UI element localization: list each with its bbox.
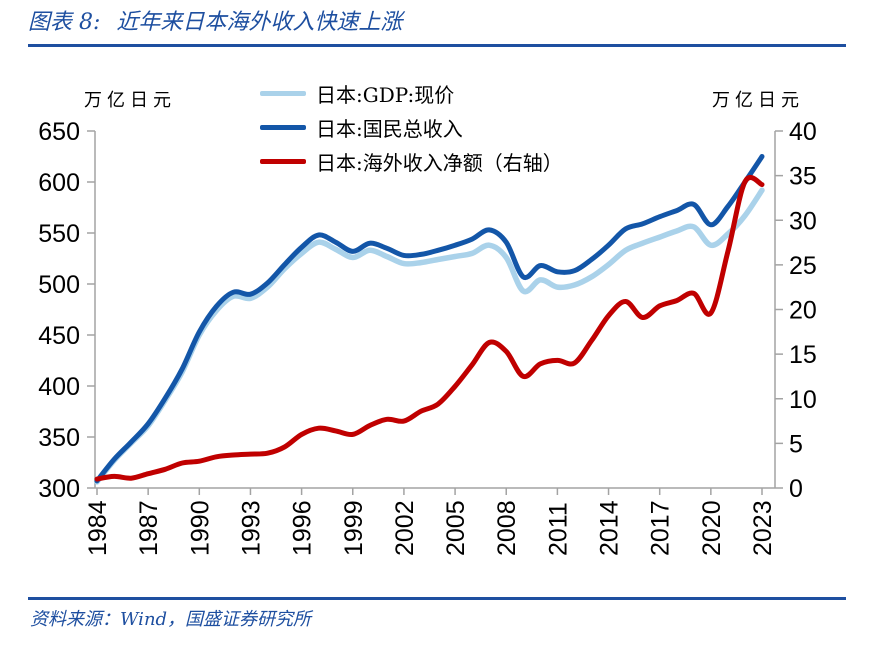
right-axis-unit-label: 万亿日元	[712, 90, 804, 110]
left-axis-unit-label: 万亿日元	[84, 90, 176, 110]
right-axis-tick-label: 30	[789, 207, 817, 235]
right-axis-tick-label: 0	[789, 475, 803, 503]
right-axis-tick-label: 40	[789, 118, 817, 146]
x-axis-tick-label: 2023	[749, 500, 777, 556]
left-axis-tick-label: 400	[38, 373, 80, 401]
x-axis-tick-label: 2017	[647, 500, 675, 556]
left-axis-tick-label: 500	[38, 271, 80, 299]
x-axis-tick-label: 2008	[493, 500, 521, 556]
legend-item-gdp: 日本:GDP:现价	[260, 78, 563, 109]
right-axis-tick-label: 15	[789, 341, 817, 369]
x-axis-tick-label: 2002	[391, 500, 419, 556]
right-axis-tick-label: 5	[789, 430, 803, 458]
left-axis-tick-label: 350	[38, 424, 80, 452]
x-axis-tick-label: 2011	[544, 502, 572, 556]
left-axis-tick-label: 300	[38, 475, 80, 503]
left-axis-tick-label: 600	[38, 169, 80, 197]
legend-label-gni: 日本:国民总收入	[316, 117, 463, 141]
x-axis-tick-label: 1984	[84, 500, 112, 556]
figure-title: 图表 8: 近年来日本海外收入快速上涨	[28, 8, 402, 38]
x-axis-tick-label: 2014	[596, 500, 624, 556]
line-chart: 300 350 400 450 500 550 600 650 0 5 10 15 20 25 30 35 40…	[38, 118, 817, 556]
x-axis-tick-label: 1987	[135, 500, 163, 556]
source-note: 资料来源：Wind，国盛证券研究所	[30, 609, 312, 630]
x-axis-tick-label: 2020	[698, 500, 726, 556]
left-axis-tick-label: 550	[38, 220, 80, 248]
gni-line-swatch-icon	[260, 125, 306, 130]
x-axis-tick-label: 1993	[237, 500, 265, 556]
right-axis-tick-label: 10	[789, 386, 817, 414]
x-axis-tick-label: 1999	[340, 500, 368, 556]
right-axis-tick-label: 20	[789, 297, 817, 325]
left-axis-tick-label: 450	[38, 322, 80, 350]
overseas-income-line	[94, 175, 765, 482]
figure-number-label: 图表 8:	[28, 10, 101, 35]
footer-divider	[28, 597, 846, 600]
gdp-line-swatch-icon	[260, 91, 306, 96]
figure-title-text: 近年来日本海外收入快速上涨	[116, 10, 403, 35]
x-axis-tick-label: 1990	[186, 500, 214, 556]
chart-legend: 日本:GDP:现价 日本:国民总收入 日本:海外收入净额（右轴）	[260, 78, 563, 177]
overseas-income-line-swatch-icon	[260, 159, 306, 164]
left-axis-tick-label: 650	[38, 118, 80, 146]
x-axis-tick-label: 1996	[289, 500, 317, 556]
legend-label-overseas-income: 日本:海外收入净额（右轴）	[316, 151, 563, 175]
gni-line	[94, 154, 765, 484]
title-divider	[28, 44, 846, 47]
legend-item-overseas-income: 日本:海外收入净额（右轴）	[260, 146, 563, 177]
legend-label-gdp: 日本:GDP:现价	[316, 83, 455, 107]
legend-item-gni: 日本:国民总收入	[260, 112, 563, 143]
x-axis-tick-label: 2005	[442, 500, 470, 556]
right-axis-tick-label: 35	[789, 163, 817, 191]
right-axis-tick-label: 25	[789, 252, 817, 280]
